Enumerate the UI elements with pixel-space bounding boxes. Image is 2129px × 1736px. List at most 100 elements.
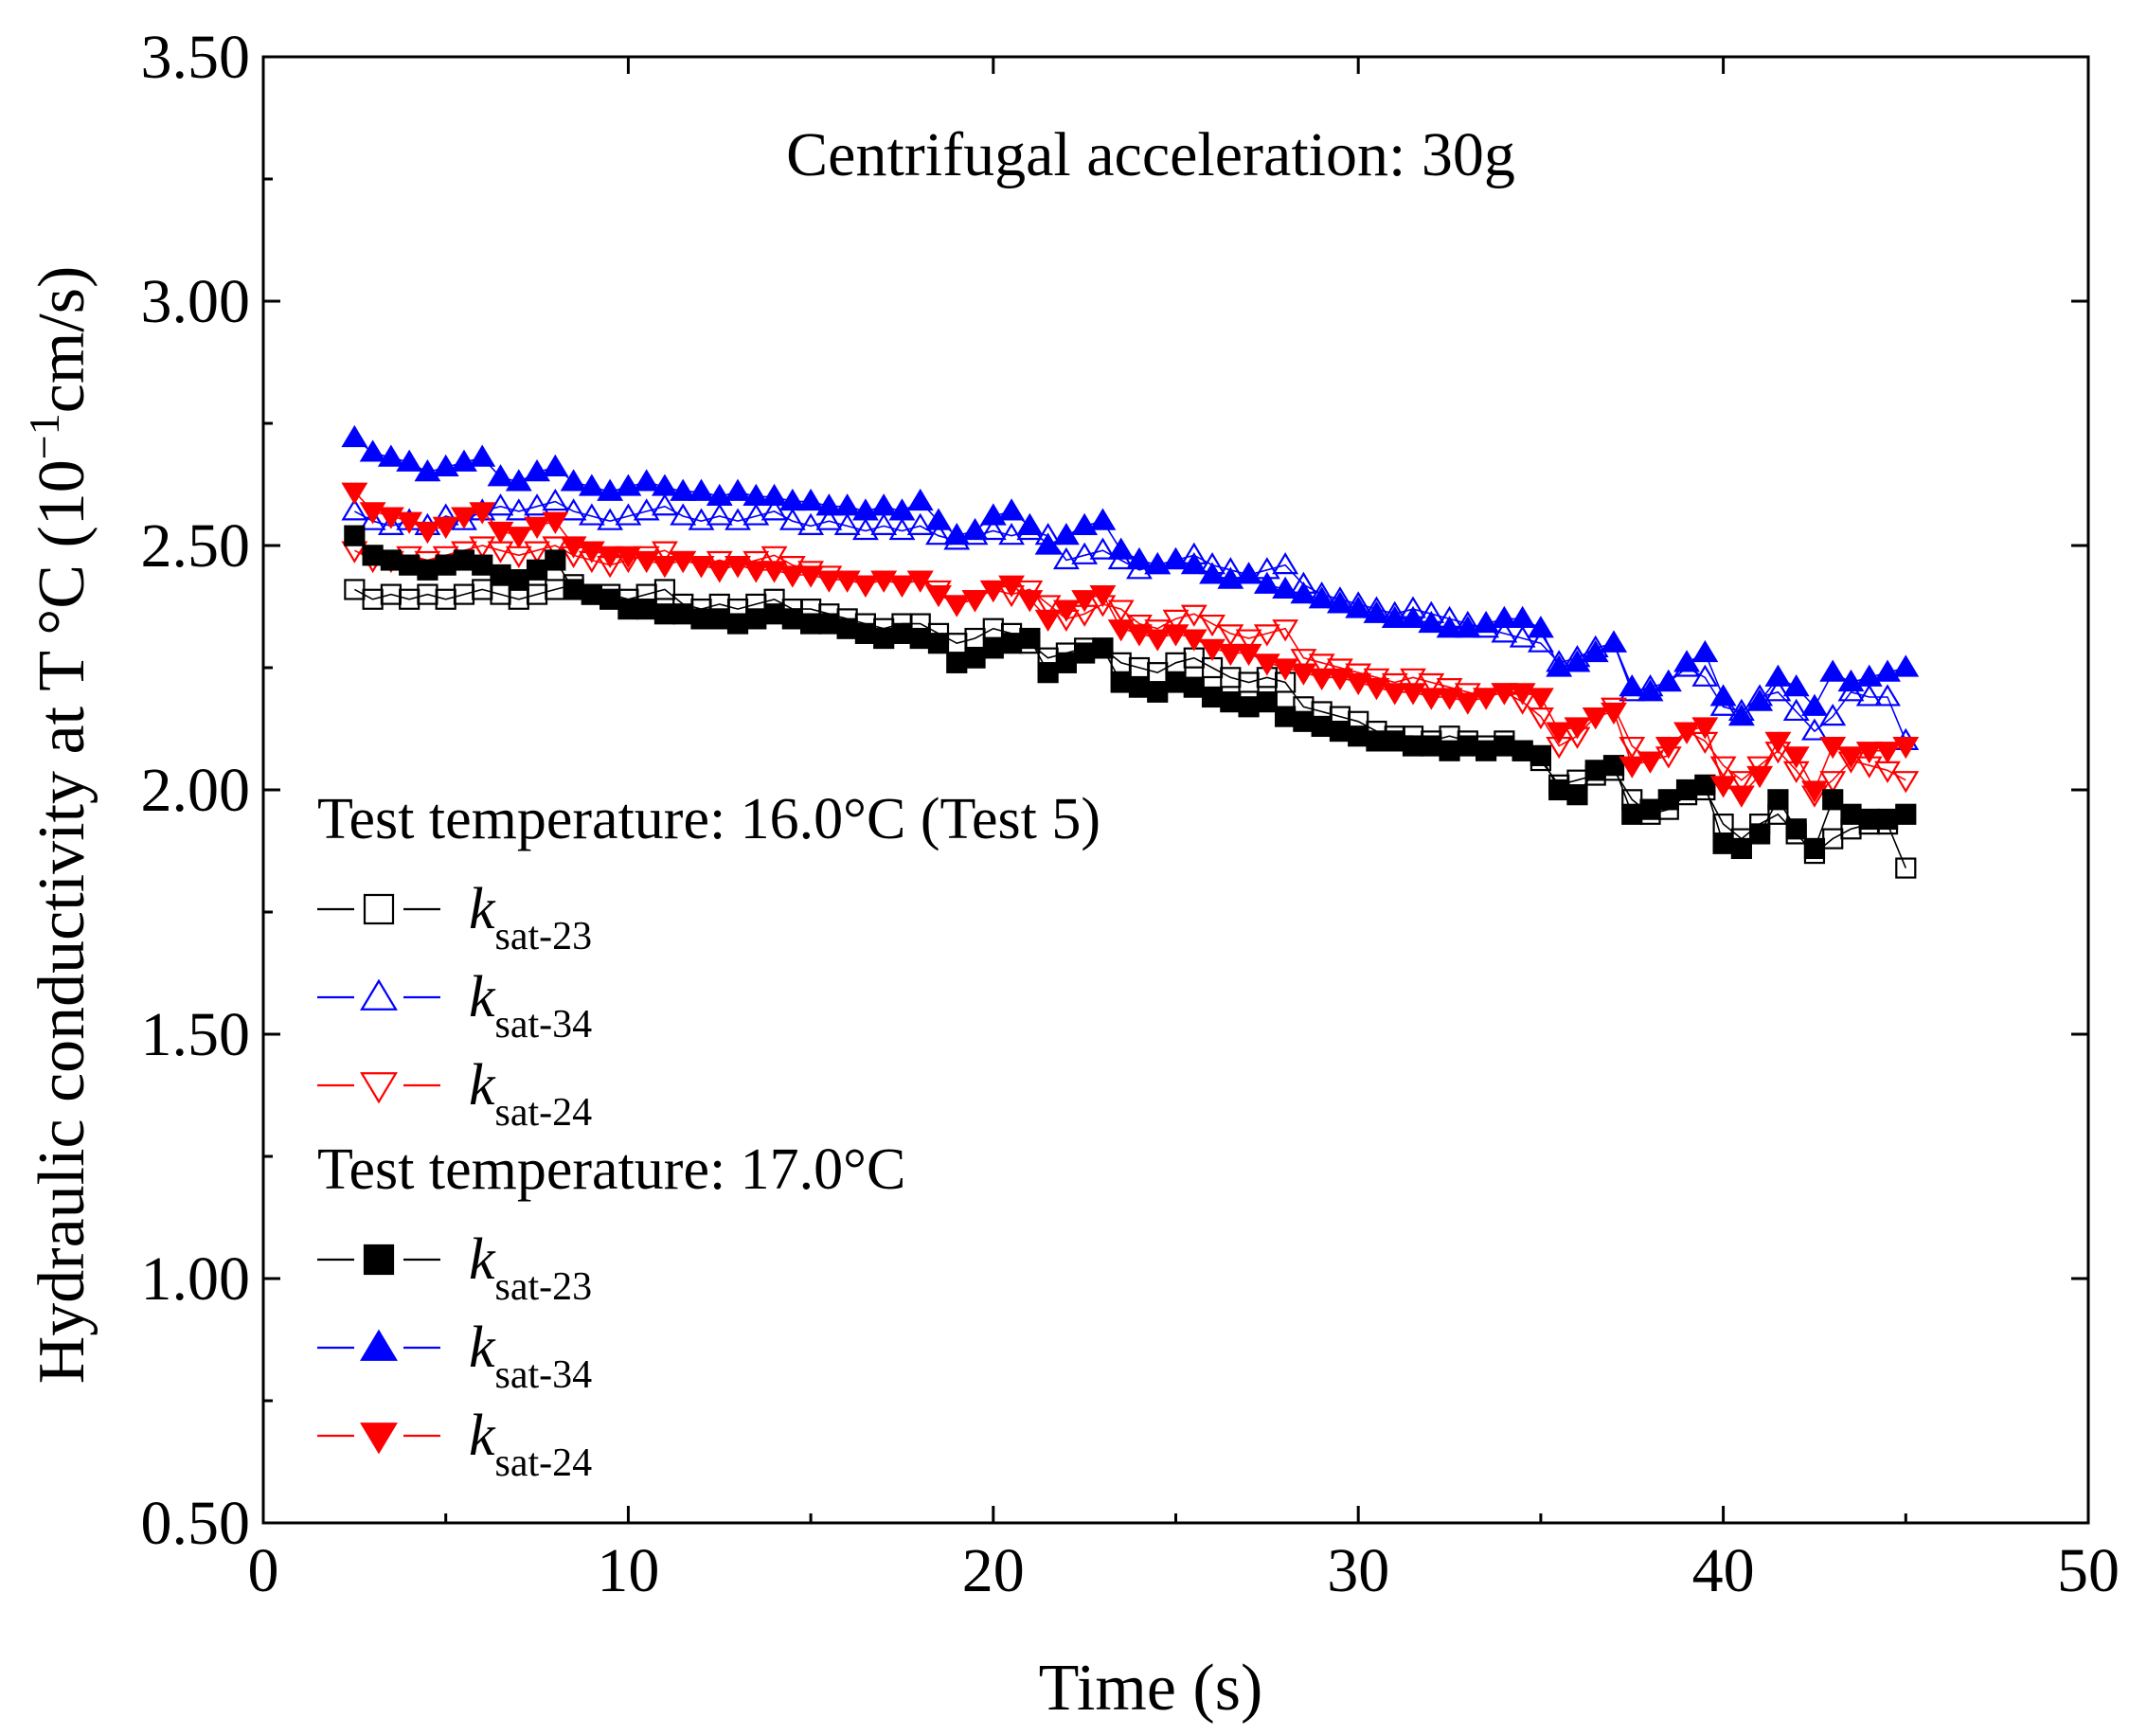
data-point	[469, 502, 496, 525]
series-3	[344, 525, 1917, 860]
data-point	[341, 424, 368, 448]
data-point	[778, 508, 806, 530]
data-point	[745, 608, 767, 630]
data-point	[851, 575, 879, 598]
data-point	[508, 569, 529, 591]
data-point	[670, 478, 697, 501]
data-point	[1345, 596, 1372, 618]
data-point	[1293, 710, 1315, 732]
y-tick-label: 2.00	[141, 756, 251, 825]
data-point	[778, 488, 806, 511]
y-tick-label: 1.50	[141, 1000, 251, 1069]
data-point	[1272, 576, 1299, 600]
x-tick-label: 20	[962, 1536, 1025, 1605]
data-point	[1494, 735, 1515, 757]
data-point	[377, 512, 404, 535]
data-point	[597, 508, 624, 530]
data-point	[578, 474, 605, 496]
legend-label-sub: sat-34	[495, 1353, 593, 1397]
data-point	[1436, 616, 1463, 638]
data-point	[633, 498, 660, 521]
data-point	[469, 536, 496, 559]
legend-label-k: k	[469, 965, 496, 1029]
data-point	[451, 507, 477, 529]
data-point	[1201, 686, 1224, 708]
y-tick-label: 3.00	[141, 267, 251, 336]
data-point	[1144, 629, 1172, 652]
data-point	[888, 575, 916, 598]
data-point	[1819, 659, 1847, 682]
data-point	[690, 608, 712, 630]
data-point	[1840, 803, 1862, 825]
data-point	[542, 454, 569, 477]
data-point	[581, 583, 602, 605]
data-point	[526, 559, 548, 581]
data-point	[1220, 691, 1242, 713]
data-point	[377, 444, 404, 467]
data-point	[653, 603, 676, 625]
data-point	[1253, 624, 1280, 647]
data-point	[726, 613, 749, 635]
data-point	[1764, 731, 1792, 755]
data-point	[1782, 674, 1810, 697]
data-point	[998, 498, 1026, 521]
data-point	[599, 588, 621, 610]
data-point	[1657, 789, 1679, 811]
data-point	[1235, 562, 1262, 584]
data-point	[906, 512, 934, 535]
data-point	[1217, 624, 1244, 647]
data-point	[836, 617, 858, 639]
data-point	[1621, 803, 1643, 825]
data-point	[1034, 595, 1062, 617]
data-point	[925, 508, 952, 530]
data-point	[1673, 722, 1701, 744]
data-point	[524, 541, 550, 564]
data-point	[545, 549, 566, 571]
data-point	[1801, 718, 1828, 741]
data-point	[1275, 706, 1297, 727]
legend-marker	[360, 1329, 398, 1361]
legend-marker	[360, 978, 398, 1011]
data-point	[1584, 760, 1606, 781]
data-point	[1546, 722, 1573, 744]
data-point	[688, 508, 715, 530]
data-point	[1730, 837, 1752, 860]
data-point	[469, 444, 496, 467]
data-point	[1418, 688, 1445, 710]
data-point	[906, 488, 934, 511]
data-point	[1491, 683, 1518, 706]
data-point	[763, 603, 785, 625]
data-point	[725, 508, 751, 530]
data-point	[815, 508, 843, 530]
data-point	[1801, 693, 1828, 716]
data-point	[1691, 664, 1719, 687]
data-point	[706, 503, 733, 526]
data-point	[1727, 771, 1755, 794]
data-point	[891, 622, 913, 644]
data-point	[1749, 823, 1771, 845]
data-point	[888, 517, 916, 541]
data-point	[560, 469, 587, 492]
data-point	[1238, 696, 1260, 718]
data-point	[925, 523, 952, 546]
data-point	[1363, 600, 1390, 623]
data-point	[1709, 684, 1737, 707]
data-point	[1712, 832, 1734, 854]
data-point	[854, 622, 877, 644]
y-tick-label: 3.50	[141, 23, 251, 92]
data-point	[1402, 735, 1424, 757]
legend-label-k: k	[469, 1227, 496, 1292]
data-point	[1400, 668, 1426, 690]
data-point	[542, 511, 569, 534]
data-point	[1217, 643, 1244, 667]
legend-gap	[354, 978, 403, 1016]
legend-label-k: k	[469, 1404, 496, 1468]
data-point	[651, 493, 678, 516]
data-point	[1052, 600, 1080, 622]
data-point	[615, 503, 642, 526]
data-point	[1764, 664, 1792, 687]
data-point	[1019, 627, 1041, 650]
x-axis-title: Time (s)	[1039, 1652, 1263, 1725]
data-point	[341, 482, 368, 505]
data-point	[797, 488, 825, 511]
